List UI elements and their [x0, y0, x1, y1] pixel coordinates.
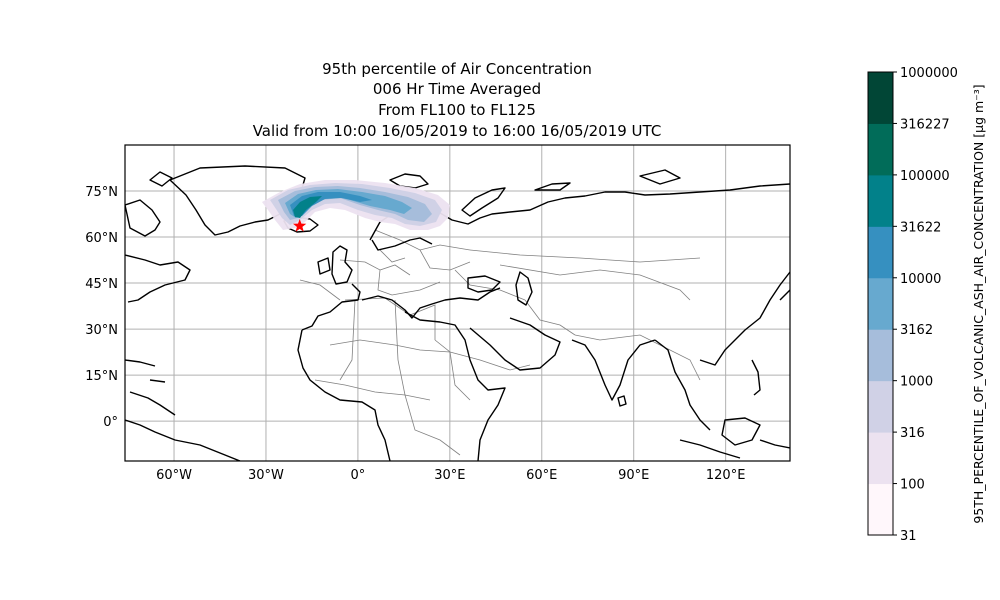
colorbar-tick-label: 1000: [900, 375, 933, 390]
colorbar-tick-label: 31622: [900, 220, 941, 235]
india-coast: [571, 339, 656, 401]
colorbar-frame: [867, 71, 894, 536]
title-line-3: From FL100 to FL125: [378, 101, 536, 119]
map-frame: [124, 144, 791, 462]
colorbar-band: [868, 277, 893, 330]
colorbar-label: 95TH_PERCENTILE_OF_VOLCANIC_ASH_AIR_CONC…: [971, 84, 986, 523]
longitude-tick-label: 120°E: [706, 468, 746, 483]
latitude-tick-label: 0°: [103, 415, 118, 430]
colorbar-tick-label: 316227: [900, 117, 950, 132]
colorbar-ticks: 31 100 316 1000 3162 10000 31622 100000 316227 10…: [893, 66, 958, 544]
ash-plume: [262, 180, 450, 230]
novaya-zemlya-coast: [461, 187, 506, 217]
se-asia-coast: [654, 339, 711, 431]
longitude-tick-label: 0°: [351, 468, 366, 483]
longitude-tick-label: 30°W: [248, 468, 284, 483]
latitude-tick-label: 30°N: [85, 323, 118, 338]
chart-title: 95th percentile of Air Concentration 006…: [253, 60, 662, 140]
latitude-tick-label: 60°N: [85, 231, 118, 246]
colorbar-tick-label: 3162: [900, 323, 933, 338]
title-line-2: 006 Hr Time Averaged: [373, 80, 541, 98]
map-background: [125, 145, 790, 461]
latitude-tick-label: 75°N: [85, 185, 118, 200]
map-area: 60°W 30°W 0° 30°E 60°E 90°E 120°E 75°N 60°N 45°N…: [85, 144, 791, 483]
colorbar-band: [868, 174, 893, 227]
ash-plume-level-6: [293, 196, 322, 218]
longitude-tick-label: 60°W: [156, 468, 192, 483]
colorbar-bands: [868, 72, 893, 536]
title-line-1: 95th percentile of Air Concentration: [322, 60, 592, 78]
uk-coast: [331, 245, 353, 285]
longitude-tick-label: 60°E: [526, 468, 557, 483]
longitude-tick-label: 90°E: [618, 468, 649, 483]
colorbar-tick-label: 100: [900, 478, 925, 493]
colorbar-tick-label: 1000000: [900, 66, 958, 81]
longitude-tick-label: 30°E: [434, 468, 465, 483]
colorbar-band: [868, 226, 893, 279]
africa-coast: [297, 329, 391, 461]
title-line-4: Valid from 10:00 16/05/2019 to 16:00 16/…: [253, 122, 662, 140]
latitude-tick-label: 45°N: [85, 277, 118, 292]
colorbar-band: [868, 329, 893, 382]
caspian-coast: [515, 271, 533, 306]
colorbar-tick-label: 100000: [900, 169, 950, 184]
black-sea-coast: [467, 275, 501, 293]
latitude-labels: 75°N 60°N 45°N 30°N 15°N 0°: [85, 185, 118, 430]
arabia-coast: [469, 317, 561, 371]
volcano-source-star-icon: [293, 219, 307, 232]
colorbar-band: [868, 380, 893, 433]
latitude-tick-label: 15°N: [85, 369, 118, 384]
greenland-coast: [169, 165, 306, 236]
colorbar-tick-label: 316: [900, 426, 925, 441]
colorbar: 31 100 316 1000 3162 10000 31622 100000 316227 10…: [867, 66, 986, 544]
colorbar-band: [868, 123, 893, 176]
colorbar-tick-label: 31: [900, 529, 917, 544]
colorbar-band: [868, 483, 893, 536]
colorbar-tick-label: 10000: [900, 272, 941, 287]
colorbar-band: [868, 432, 893, 485]
north-america-coast: [125, 199, 161, 237]
star-marker: [293, 219, 307, 232]
colorbar-band: [868, 72, 893, 124]
longitude-labels: 60°W 30°W 0° 30°E 60°E 90°E 120°E: [156, 468, 745, 483]
